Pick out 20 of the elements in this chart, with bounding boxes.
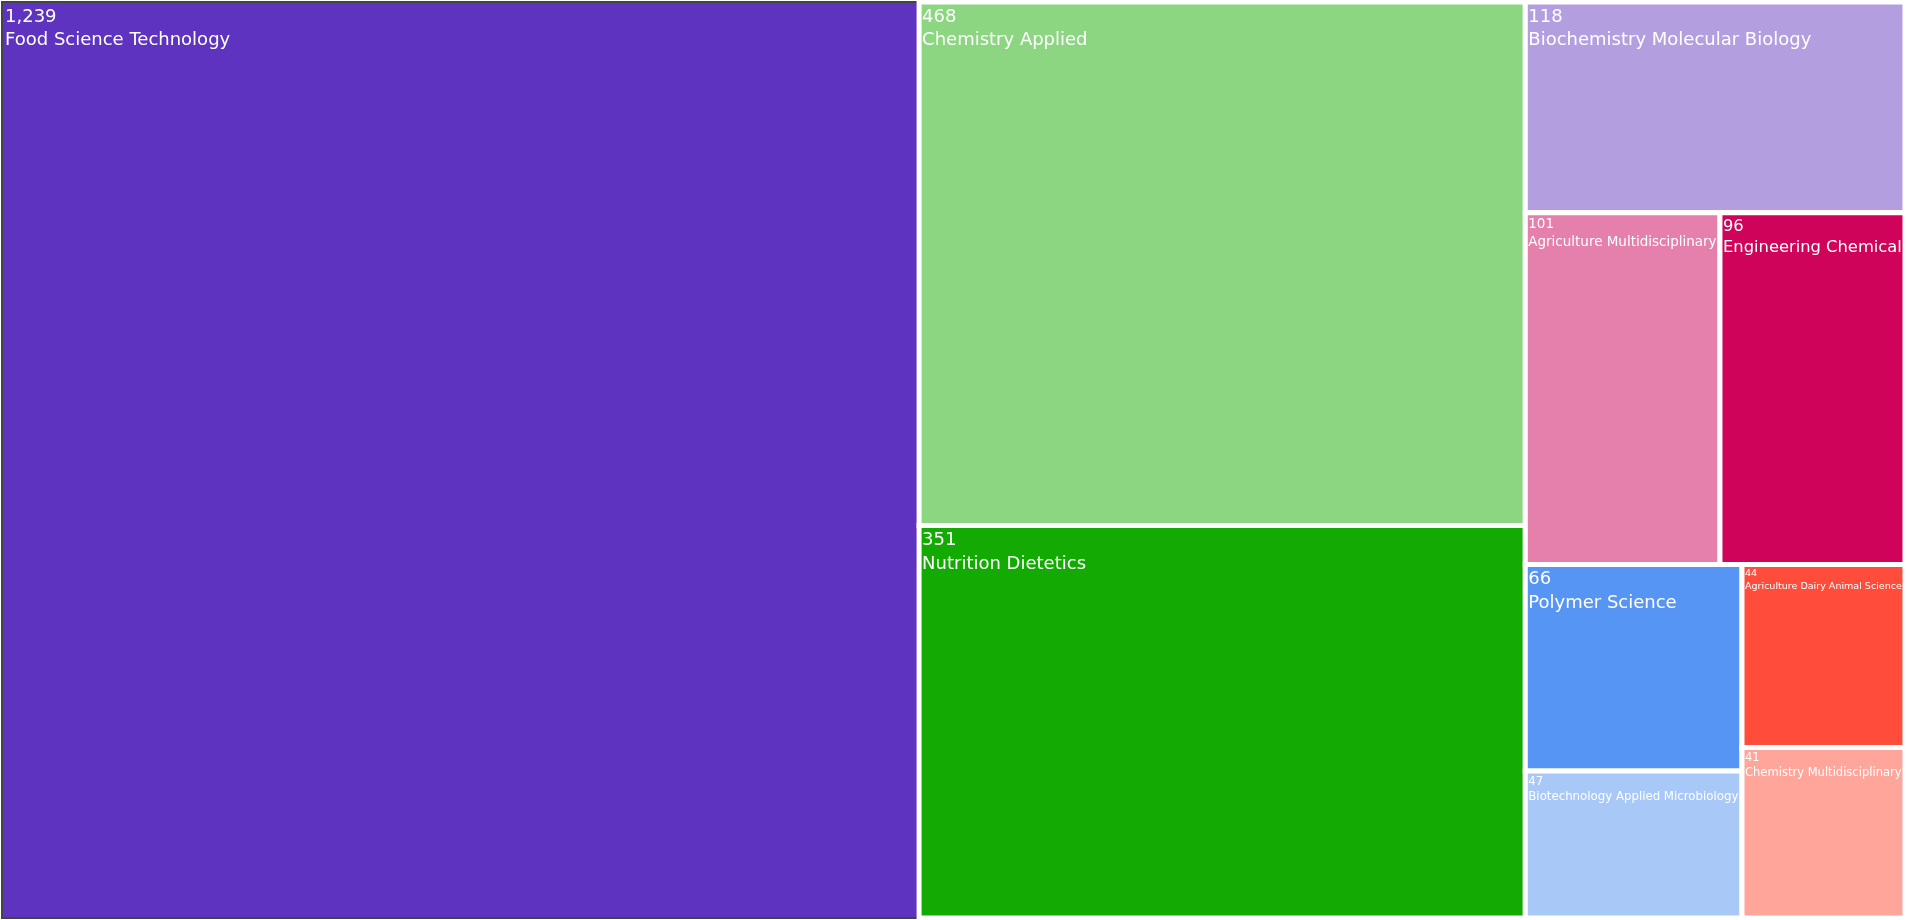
category-label: Agriculture Dairy Animal Science bbox=[1744, 579, 1902, 591]
data-label: 47 bbox=[1528, 774, 1544, 789]
data-label: 118 bbox=[1528, 5, 1563, 26]
category-label: Agriculture Multidisciplinary bbox=[1528, 232, 1717, 249]
data-label: 66 bbox=[1528, 567, 1552, 589]
category-label: Chemistry Multidisciplinary bbox=[1744, 765, 1902, 780]
category-label: Polymer Science bbox=[1528, 590, 1677, 612]
data-label: 96 bbox=[1722, 216, 1744, 236]
data-label: 468 bbox=[922, 5, 957, 26]
data-label: 351 bbox=[922, 528, 957, 550]
data-label: 1,239 bbox=[5, 5, 57, 26]
category-label: Nutrition Dietetics bbox=[922, 551, 1087, 573]
category-label: Chemistry Applied bbox=[922, 28, 1088, 50]
category-label: Engineering Chemical bbox=[1722, 237, 1902, 257]
category-label: Biotechnology Applied Microbiology bbox=[1528, 789, 1739, 804]
data-label: 41 bbox=[1744, 750, 1760, 765]
data-label: 101 bbox=[1528, 215, 1555, 232]
category-label: Food Science Technology bbox=[5, 28, 231, 50]
category-label: Biochemistry Molecular Biology bbox=[1528, 28, 1812, 50]
data-label: 44 bbox=[1744, 567, 1758, 579]
